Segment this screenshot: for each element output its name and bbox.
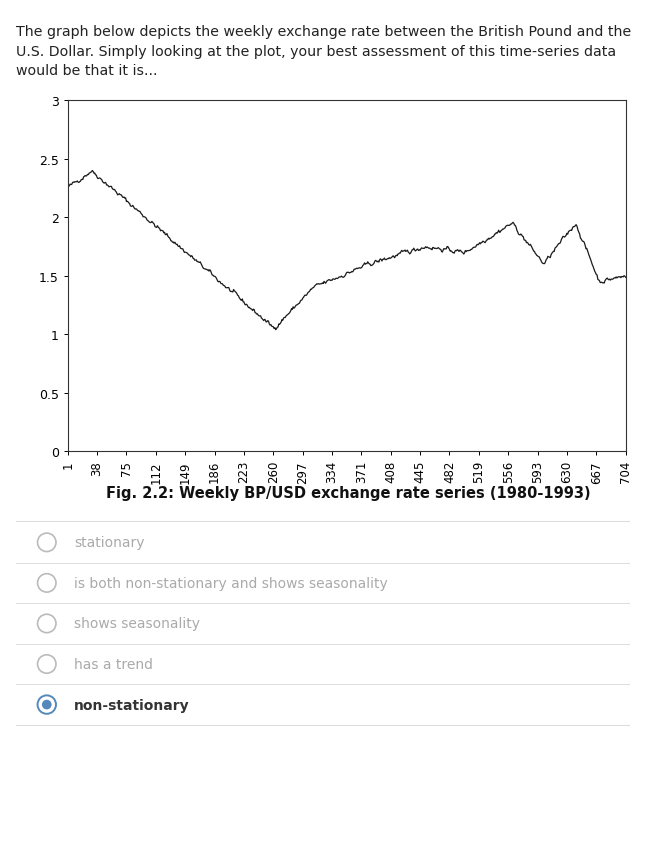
Text: would be that it is...: would be that it is...: [16, 64, 157, 78]
Text: stationary: stationary: [74, 536, 144, 549]
Circle shape: [42, 700, 52, 710]
Text: U.S. Dollar. Simply looking at the plot, your best assessment of this time-serie: U.S. Dollar. Simply looking at the plot,…: [16, 45, 616, 59]
Text: shows seasonality: shows seasonality: [74, 617, 200, 630]
Text: non-stationary: non-stationary: [74, 698, 190, 711]
Text: is both non-stationary and shows seasonality: is both non-stationary and shows seasona…: [74, 576, 388, 590]
Text: The graph below depicts the weekly exchange rate between the British Pound and t: The graph below depicts the weekly excha…: [16, 25, 631, 40]
Text: Fig. 2.2: Weekly BP/USD exchange rate series (1980-1993): Fig. 2.2: Weekly BP/USD exchange rate se…: [106, 485, 591, 500]
Text: has a trend: has a trend: [74, 657, 153, 671]
